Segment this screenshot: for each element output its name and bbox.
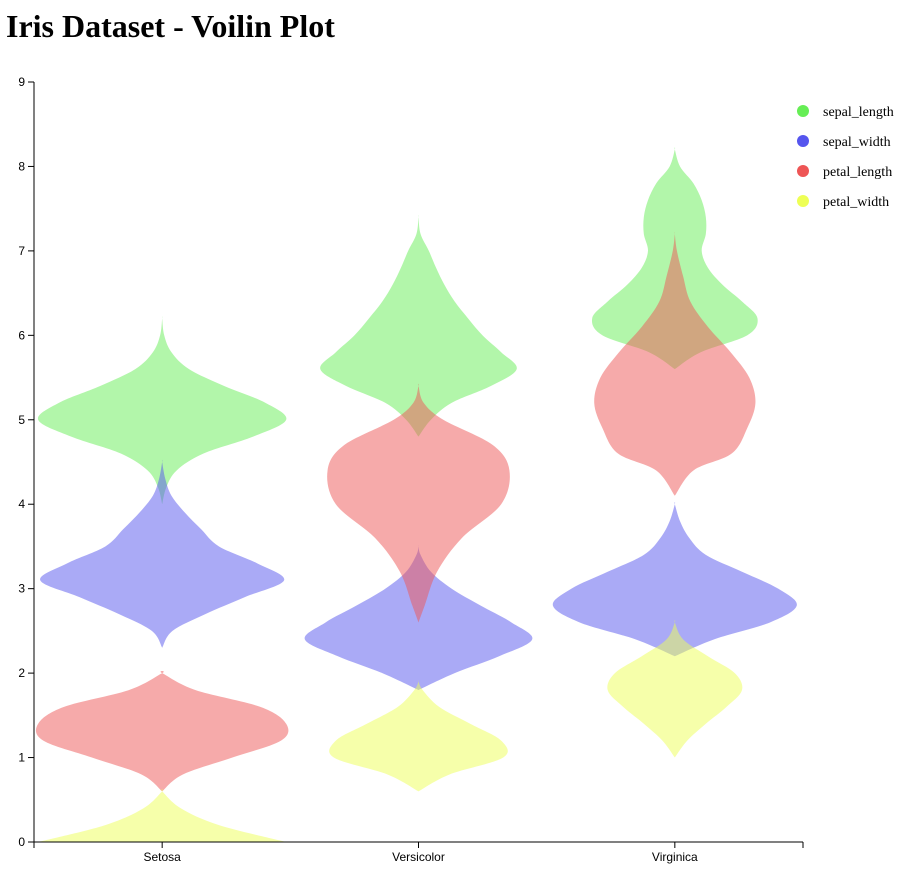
axes: 0 1 2 3 4 5 6 7 8 9 Setosa Versicolor Virginica <box>18 75 804 864</box>
violin-sepal_length-setosa <box>37 316 287 505</box>
legend-label: petal_length <box>823 165 892 180</box>
violin-petal_length-versicolor <box>327 383 510 623</box>
legend-item-petal_width: petal_width <box>797 195 889 210</box>
y-tick-label: 2 <box>18 666 25 680</box>
legend-label: sepal_width <box>823 135 891 150</box>
legend-swatch <box>797 135 809 147</box>
y-tick-label: 5 <box>18 413 25 427</box>
legend-item-sepal_length: sepal_length <box>797 105 894 120</box>
y-tick-label: 0 <box>18 835 25 849</box>
violin-sepal_width-virginica <box>552 502 797 657</box>
legend-swatch <box>797 105 809 117</box>
legend-item-petal_length: petal_length <box>797 165 892 180</box>
y-tick-label: 9 <box>18 75 25 89</box>
y-tick-label: 3 <box>18 582 25 596</box>
y-tick-label: 8 <box>18 159 25 173</box>
violin-sepal_length-versicolor <box>320 215 517 437</box>
y-tick-label: 1 <box>18 751 25 765</box>
violin-petal_width-setosa <box>38 789 287 842</box>
violin-petal_length-virginica <box>594 231 756 496</box>
x-tick-label: Versicolor <box>392 850 445 864</box>
violin-petal_length-setosa <box>35 671 289 792</box>
legend-item-sepal_width: sepal_width <box>797 135 891 150</box>
legend-label: sepal_length <box>823 105 894 120</box>
x-tick-label: Virginica <box>652 850 698 864</box>
legend-swatch <box>797 195 809 207</box>
x-tick-label: Setosa <box>143 850 181 864</box>
violin-layer <box>35 147 797 842</box>
violin-sepal_width-setosa <box>40 459 285 648</box>
y-tick-label: 6 <box>18 328 25 342</box>
chart-title: Iris Dataset - Voilin Plot <box>6 8 335 44</box>
violin-petal_width-versicolor <box>329 680 508 792</box>
legend-label: petal_width <box>823 195 889 210</box>
legend: sepal_length sepal_width petal_lengthpetal… <box>797 105 894 210</box>
violin-petal_width-virginica <box>607 620 743 758</box>
y-tick-label: 4 <box>18 497 25 511</box>
y-tick-label: 7 <box>18 244 25 258</box>
legend-swatch <box>797 165 809 177</box>
